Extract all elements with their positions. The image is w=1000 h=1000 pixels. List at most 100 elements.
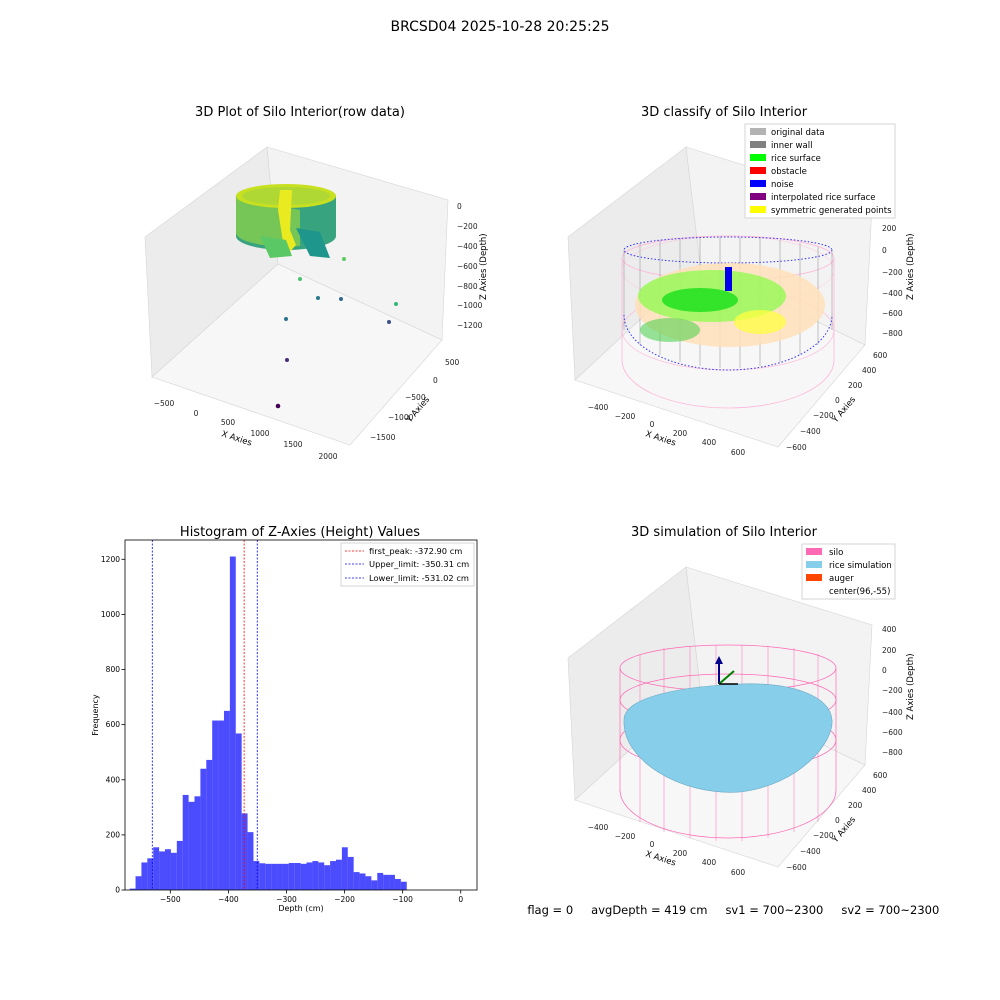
histogram-bar [229,556,236,890]
histogram-bar [288,862,295,890]
histogram-bar [282,863,289,890]
svg-text:−500: −500 [405,393,426,402]
panel-raw-title: 3D Plot of Silo Interior(row data) [195,105,405,120]
svg-text:Lower_limit: -531.02 cm: Lower_limit: -531.02 cm [369,573,469,583]
svg-text:inner wall: inner wall [771,141,812,151]
svg-text:−400: −400 [457,242,478,251]
histogram-bar [377,872,384,890]
histogram-bars [129,556,407,890]
svg-text:−200: −200 [813,411,834,420]
histogram-x-tick-label: −400 [218,895,239,904]
histogram-bar [389,874,395,890]
panel-simulation-auger [715,656,738,685]
histogram-bar [271,863,278,890]
svg-text:−400: −400 [800,847,821,856]
histogram-y-tick-label: 0 [115,886,120,895]
histogram-bar [312,861,319,890]
histogram-bar [188,801,195,890]
histogram-bar [212,720,219,890]
svg-text:−200: −200 [882,268,903,277]
svg-text:200: 200 [882,224,897,233]
svg-text:−800: −800 [882,329,903,338]
svg-text:200: 200 [882,646,897,655]
svg-text:−500: −500 [154,399,175,408]
histogram-bar [206,759,213,890]
figure-title: BRCSD04 2025-10-28 20:25:25 [390,19,609,35]
histogram-bar [353,872,360,890]
histogram-y-tick-label: 400 [106,775,121,784]
svg-text:−400: −400 [588,403,609,412]
flag-text: flag = 0 [527,903,574,917]
histogram-bar [170,852,177,890]
histogram-bar [176,840,183,890]
svg-text:−400: −400 [882,708,903,717]
svg-text:600: 600 [731,868,746,877]
svg-text:600: 600 [873,771,888,780]
histogram-ylabel: Frequency [91,694,100,736]
status-footer: flag = 0 avgDepth = 419 cm sv1 = 700~2300 s… [520,889,957,917]
panel-simulation-zlabel: Z Axies (Depth) [906,653,916,720]
histogram-bar [194,796,201,890]
svg-text:400: 400 [702,438,717,447]
svg-text:0: 0 [835,396,840,405]
histogram-y-ticks: 0 200 400 600 800 1000 1200 [101,555,125,895]
histogram-bar [165,849,171,890]
histogram-bar [200,768,207,890]
svg-text:−200: −200 [615,832,636,841]
svg-text:first_peak: -372.90 cm: first_peak: -372.90 cm [369,546,462,556]
panel-raw-outliers [275,257,398,409]
histogram-bar [129,888,136,890]
histogram-bar [347,856,354,890]
sv1-text: sv1 = 700~2300 [725,903,824,917]
svg-text:1500: 1500 [283,440,302,449]
svg-text:0: 0 [194,409,199,418]
svg-text:0: 0 [650,420,655,429]
histogram-bar [277,863,283,890]
histogram-vlines [151,540,258,890]
svg-text:−200: −200 [813,831,834,840]
svg-text:400: 400 [862,786,877,795]
histogram-bar [394,878,401,890]
histogram-x-tick-label: 0 [458,895,463,904]
panel-raw-zlabel: Z Axies (Depth) [479,233,489,300]
histogram-x-tick-label: −500 [160,895,181,904]
panel-classify-title: 3D classify of Silo Interior [641,105,808,120]
histogram-bar [359,873,366,890]
histogram-title: Histogram of Z-Axies (Height) Values [180,525,420,540]
panel-simulation-title: 3D simulation of Silo Interior [631,525,818,540]
panel-raw-ticks: −500 0 500 1000 1500 2000 500 0 −500 −10… [154,202,483,461]
svg-text:−600: −600 [882,728,903,737]
histogram-y-tick-label: 1000 [101,610,120,619]
panel-histogram: Histogram of Z-Axies (Height) Values −50… [91,525,478,913]
svg-text:−1200: −1200 [457,321,483,330]
histogram-x-ticks: −500 −400 −300 −200 −100 0 [160,890,463,904]
histogram-legend: first_peak: -372.90 cm Upper_limit: -350… [340,542,475,587]
panel-classify-legend: original data inner wall rice surface ob… [744,123,896,219]
panel-raw-cylinder [235,184,336,258]
histogram-bar [365,876,372,890]
panel-classify-surface [635,263,825,347]
histogram-bar [371,880,378,890]
histogram-bar [241,813,248,890]
svg-text:−400: −400 [882,289,903,298]
svg-text:400: 400 [862,366,877,375]
histogram-bar [341,847,348,890]
svg-text:−600: −600 [786,863,807,872]
histogram-y-tick-label: 1200 [101,555,120,564]
histogram-bar [330,861,336,890]
histogram-bar [300,863,307,890]
svg-text:−600: −600 [457,262,478,271]
svg-text:200: 200 [673,429,688,438]
histogram-bar [324,865,331,890]
histogram-bar [265,863,272,890]
sv2-text: sv2 = 700~2300 [841,903,940,917]
svg-text:0: 0 [882,246,887,255]
svg-text:500: 500 [445,358,460,367]
histogram-y-tick-label: 200 [106,830,121,839]
svg-text:auger: auger [829,574,854,584]
panel-raw-xlabel: X Axies [220,429,253,448]
histogram-bar [335,859,342,890]
panel-classify-3d: 3D classify of Silo Interior [567,105,916,457]
svg-text:obstacle: obstacle [771,167,807,177]
